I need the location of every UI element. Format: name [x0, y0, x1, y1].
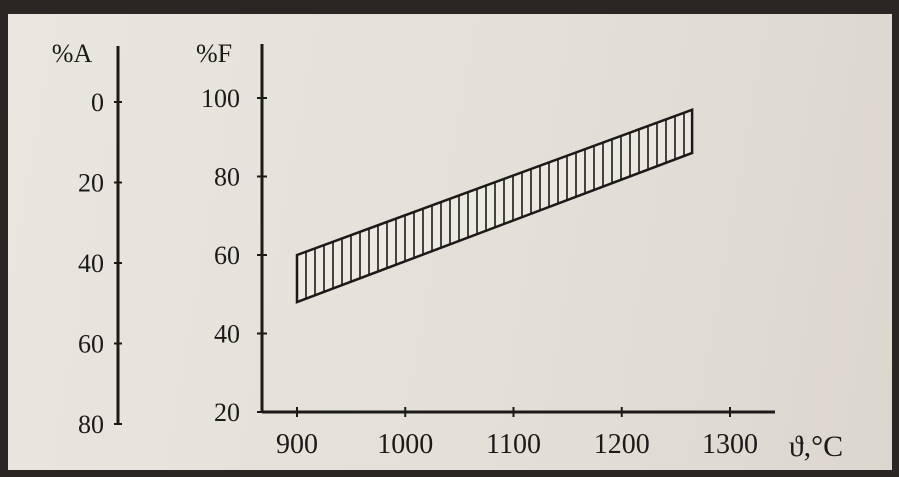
x-axis-tick-label: 900 [276, 429, 318, 460]
f-axis-tick-label: 60 [214, 241, 240, 270]
f-axis-tick-label: 20 [214, 398, 240, 427]
a-axis-tick-label: 20 [78, 169, 104, 198]
a-axis-tick-label: 60 [78, 330, 104, 359]
x-axis-tick-label: 1200 [594, 429, 650, 460]
f-axis-tick-label: 80 [214, 163, 240, 192]
band-hatching [305, 109, 685, 303]
a-axis-label: %A [52, 39, 93, 68]
f-axis-tick-label: 100 [201, 84, 240, 113]
a-axis-tick-label: 0 [91, 88, 104, 117]
x-axis-tick-label: 1300 [702, 429, 758, 460]
a-axis-tick-label: 40 [78, 249, 104, 278]
a-axis-tick-label: 80 [78, 410, 104, 439]
band-outline [295, 107, 694, 304]
f-axis-tick-label: 40 [214, 320, 240, 349]
x-axis-tick-label: 1000 [377, 429, 433, 460]
x-axis-tick-label: 1100 [486, 429, 541, 460]
f-axis-label: %F [196, 39, 232, 68]
x-axis-label: ϑ,°C [789, 430, 843, 463]
